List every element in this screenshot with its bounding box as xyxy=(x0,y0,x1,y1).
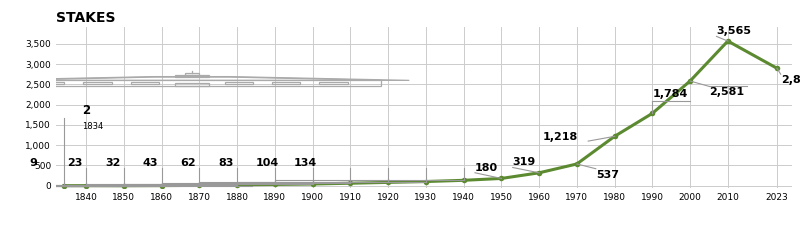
Point xyxy=(344,181,357,185)
Bar xyxy=(83,82,112,84)
Point xyxy=(306,182,319,186)
Point xyxy=(155,184,168,187)
Point xyxy=(570,162,583,166)
Text: STAKES: STAKES xyxy=(56,11,115,25)
Text: 9: 9 xyxy=(30,158,38,168)
Text: 319: 319 xyxy=(513,158,536,167)
Text: 3,565: 3,565 xyxy=(717,26,751,35)
Text: 2,581: 2,581 xyxy=(709,87,744,97)
Point xyxy=(80,184,93,188)
Point xyxy=(608,134,621,138)
Bar xyxy=(225,82,254,84)
Point xyxy=(193,184,206,187)
Text: 62: 62 xyxy=(181,158,196,168)
Text: 180: 180 xyxy=(475,163,498,173)
Bar xyxy=(185,73,198,75)
Bar xyxy=(3,80,381,86)
Text: 83: 83 xyxy=(218,158,234,168)
Point xyxy=(57,184,70,188)
Point xyxy=(495,177,508,180)
Text: 32: 32 xyxy=(105,158,121,168)
Point xyxy=(533,171,546,175)
Point xyxy=(118,184,130,188)
Point xyxy=(770,66,783,70)
Point xyxy=(684,79,697,83)
Point xyxy=(269,183,282,186)
Point xyxy=(458,178,470,182)
Bar xyxy=(130,82,159,84)
Point xyxy=(646,112,658,115)
Point xyxy=(230,183,243,187)
Bar xyxy=(175,83,209,86)
Text: 537: 537 xyxy=(596,169,618,180)
Bar xyxy=(36,82,65,84)
Text: 2: 2 xyxy=(82,104,90,117)
Point xyxy=(382,180,394,184)
Text: 104: 104 xyxy=(256,158,279,168)
Point xyxy=(722,39,734,43)
Text: 1834: 1834 xyxy=(82,122,104,131)
Text: 23: 23 xyxy=(67,158,82,168)
Text: 1,218: 1,218 xyxy=(543,132,578,142)
Text: 43: 43 xyxy=(143,158,158,168)
Bar xyxy=(319,82,347,84)
Text: 2,896: 2,896 xyxy=(781,75,800,85)
Bar xyxy=(272,82,300,84)
Text: 134: 134 xyxy=(294,158,317,168)
Point xyxy=(419,180,432,183)
Text: 1,784: 1,784 xyxy=(652,89,688,99)
Bar xyxy=(175,75,209,77)
